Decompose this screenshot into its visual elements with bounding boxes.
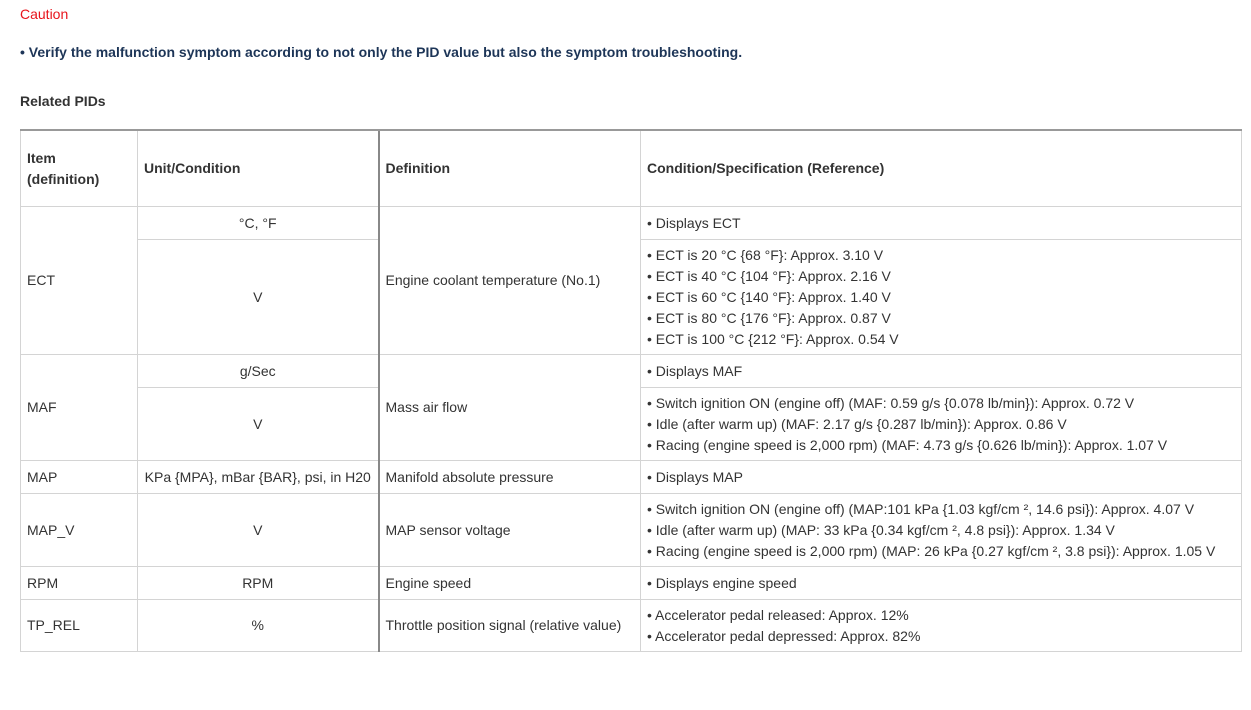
- spec-line: • Racing (engine speed is 2,000 rpm) (MA…: [647, 542, 1216, 559]
- header-cell: Condition/Specification (Reference): [640, 129, 1242, 207]
- spec-line: • Displays MAF: [647, 362, 743, 379]
- item-cell: TP_REL: [20, 599, 138, 652]
- item-cell: MAP: [20, 460, 138, 494]
- item-cell: MAP_V: [20, 493, 138, 567]
- table-row: MAP_V V MAP sensor voltage • Switch ignitio…: [20, 493, 1242, 567]
- spec-line: • Accelerator pedal depressed: Approx. 8…: [647, 627, 921, 644]
- header-cell: Unit/Condition: [137, 129, 379, 207]
- spec-cell: • Switch ignition ON (engine off) (MAP:1…: [640, 493, 1242, 567]
- spec-line: • Idle (after warm up) (MAP: 33 kPa {0.3…: [647, 521, 1115, 538]
- spec-cell: • Displays ECT: [640, 206, 1242, 240]
- unit-cell: V: [137, 387, 379, 461]
- spec-line: • ECT is 100 °C {212 °F}: Approx. 0.54 V: [647, 330, 899, 347]
- spec-line: • Switch ignition ON (engine off) (MAF: …: [647, 394, 1135, 411]
- header-row: Item (definition) Unit/Condition Definitio…: [20, 129, 1242, 207]
- item-cell: MAF: [20, 354, 138, 461]
- section-title: Related PIDs: [20, 93, 106, 109]
- item-cell: RPM: [20, 566, 138, 600]
- definition-cell: Throttle position signal (relative value…: [377, 599, 641, 652]
- spec-line: • Displays engine speed: [647, 574, 797, 591]
- spec-line: • ECT is 20 °C {68 °F}: Approx. 3.10 V: [647, 246, 884, 263]
- caution-text: • Verify the malfunction symptom accordi…: [20, 44, 743, 60]
- spec-line: • Racing (engine speed is 2,000 rpm) (MA…: [647, 436, 1168, 453]
- unit-cell: g/Sec: [137, 354, 379, 388]
- spec-line: • Idle (after warm up) (MAF: 2.17 g/s {0…: [647, 415, 1067, 432]
- spec-line: • ECT is 80 °C {176 °F}: Approx. 0.87 V: [647, 309, 891, 326]
- table-row: RPM RPM Engine speed • Displays engine spee…: [20, 566, 1242, 600]
- definition-cell: Mass air flow: [377, 354, 641, 461]
- pid-table: Item (definition) Unit/Condition Definitio…: [20, 129, 1242, 652]
- spec-line: • Displays ECT: [647, 214, 741, 231]
- definition-cell: MAP sensor voltage: [377, 493, 641, 567]
- spec-line: • Switch ignition ON (engine off) (MAP:1…: [647, 500, 1195, 517]
- spec-line: • Displays MAP: [647, 468, 743, 485]
- header-cell: Definition: [377, 129, 641, 207]
- unit-cell: V: [137, 493, 379, 567]
- spec-cell: • Accelerator pedal released: Approx. 12…: [640, 599, 1242, 652]
- spec-cell: • Switch ignition ON (engine off) (MAF: …: [640, 387, 1242, 461]
- table-row: MAP KPa {MPA}, mBar {BAR}, psi, in H20 Man…: [20, 460, 1242, 494]
- table-row: MAF g/Sec Mass air flow • Displays MAF: [20, 354, 1242, 461]
- table-row: V • ECT is 20 °C {68 °F}: Approx. 3.10 V •…: [21, 239, 1242, 355]
- spec-line: • ECT is 40 °C {104 °F}: Approx. 2.16 V: [647, 267, 891, 284]
- item-cell: ECT: [20, 206, 138, 355]
- definition-cell: Engine coolant temperature (No.1): [377, 206, 641, 355]
- table-row: TP_REL% Throttle position signal (relativ…: [20, 599, 1242, 652]
- unit-cell: V: [137, 239, 379, 355]
- unit-cell: KPa {MPA}, mBar {BAR}, psi, in H20: [137, 460, 379, 494]
- unit-cell: RPM: [137, 566, 379, 600]
- spec-cell: • Displays MAF: [640, 354, 1242, 388]
- spec-cell: • ECT is 20 °C {68 °F}: Approx. 3.10 V • …: [640, 239, 1242, 355]
- definition-cell: Engine speed: [377, 566, 641, 600]
- spec-line: • Accelerator pedal released: Approx. 12…: [647, 606, 909, 623]
- spec-line: • ECT is 60 °C {140 °F}: Approx. 1.40 V: [647, 288, 891, 305]
- spec-cell: • Displays engine speed: [640, 566, 1242, 600]
- caution-title: Caution: [20, 6, 69, 22]
- header-cell: Item (definition): [20, 129, 138, 207]
- definition-cell: Manifold absolute pressure: [377, 460, 641, 494]
- table-row: ECT °C, °F Engine coolant temperature (No.…: [20, 206, 1242, 355]
- table-body: ECT °C, °F Engine coolant temperature (No.…: [20, 206, 1242, 652]
- spec-cell: • Displays MAP: [640, 460, 1242, 494]
- unit-cell: °C, °F: [137, 206, 379, 240]
- unit-cell: %: [137, 599, 379, 652]
